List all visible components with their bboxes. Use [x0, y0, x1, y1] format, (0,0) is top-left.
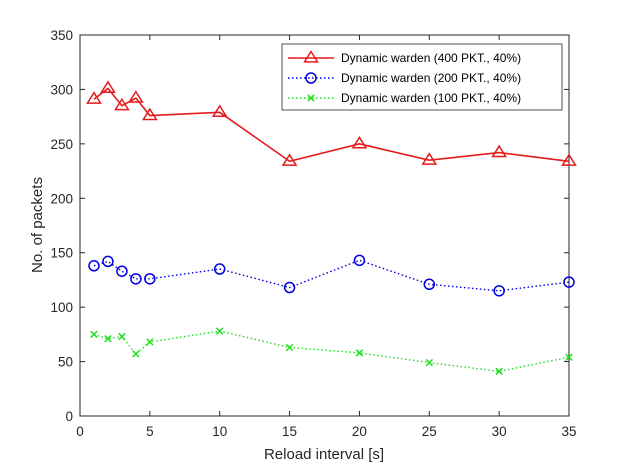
data-point — [213, 263, 226, 275]
data-point — [144, 273, 156, 285]
data-point — [425, 358, 434, 367]
x-tick-label: 30 — [492, 424, 507, 439]
data-point — [211, 104, 228, 117]
data-point — [132, 350, 140, 358]
data-point — [421, 152, 438, 165]
data-point — [423, 278, 436, 291]
data-point — [563, 276, 575, 288]
data-point — [114, 97, 130, 111]
y-axis-label: No. of packets — [29, 177, 46, 273]
data-point — [215, 327, 224, 335]
x-tick-label: 20 — [352, 424, 367, 439]
data-point — [355, 349, 364, 357]
legend-item: Dynamic warden (400 PKT., 40%) — [288, 50, 521, 65]
series-line — [93, 259, 570, 292]
data-point — [493, 285, 505, 297]
y-tick-label: 300 — [50, 82, 73, 97]
data-point — [86, 91, 102, 104]
y-tick-label: 150 — [50, 246, 73, 261]
data-point — [283, 281, 296, 294]
legend-marker — [303, 50, 319, 63]
legend-item: Dynamic warden (200 PKT., 40%) — [288, 71, 521, 85]
legend-label: Dynamic warden (200 PKT., 40%) — [341, 71, 521, 85]
series-3 — [90, 327, 573, 376]
legend-item: Dynamic warden (100 PKT., 40%) — [288, 91, 521, 105]
x-tick-label: 15 — [282, 424, 297, 439]
series-line — [93, 87, 570, 163]
data-point — [285, 343, 294, 352]
series-1 — [86, 80, 577, 166]
y-tick-label: 250 — [50, 137, 73, 152]
series-2 — [88, 254, 575, 297]
x-tick-label: 35 — [561, 424, 576, 439]
x-tick-label: 5 — [146, 424, 154, 439]
data-point — [88, 260, 100, 272]
data-point — [491, 144, 507, 158]
data-point — [146, 338, 154, 346]
data-point — [565, 353, 573, 361]
data-point — [104, 334, 112, 343]
x-tick-label: 25 — [422, 424, 437, 439]
data-point — [130, 273, 142, 285]
legend: Dynamic warden (400 PKT., 40%) Dynamic wa… — [281, 43, 563, 111]
legend-marker — [305, 72, 317, 84]
data-point — [102, 255, 114, 268]
data-point — [281, 153, 298, 166]
legend-label: Dynamic warden (400 PKT., 40%) — [341, 51, 521, 65]
y-tick-label: 350 — [50, 28, 73, 43]
data-point — [118, 332, 126, 341]
data-point — [353, 254, 366, 267]
data-point — [100, 80, 116, 93]
y-tick-label: 100 — [50, 300, 73, 315]
x-axis-label: Reload interval [s] — [264, 446, 384, 463]
data-point — [351, 135, 368, 149]
data-point — [128, 90, 144, 103]
legend-box — [281, 43, 563, 111]
y-tick-label: 0 — [65, 409, 73, 424]
y-tick-label: 50 — [58, 355, 73, 370]
data-point — [561, 153, 577, 166]
x-tick-label: 0 — [76, 424, 84, 439]
data-point — [90, 330, 98, 339]
data-point — [116, 265, 128, 277]
y-tick-label: 200 — [50, 191, 73, 206]
data-point — [495, 367, 503, 376]
legend-label: Dynamic warden (100 PKT., 40%) — [341, 91, 521, 105]
data-point — [142, 107, 158, 121]
x-tick-label: 10 — [212, 424, 227, 439]
legend-marker — [307, 94, 315, 102]
